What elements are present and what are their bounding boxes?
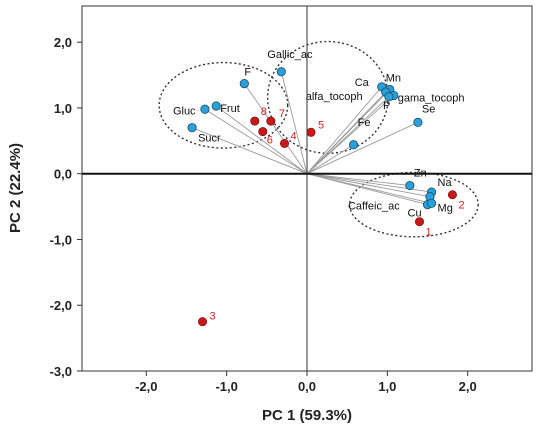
observation-label-7: 7 [279, 108, 285, 120]
variable-label-fe: Fe [358, 117, 371, 129]
loading-line-alfa-tocoph [306, 91, 387, 175]
x-tick-label: 0,0 [298, 379, 316, 394]
axis-ticks: -2,0 -1,0 0,0 1,0 2,0 -3,0 -2,0 -1,0 0,0 1,0 2,0 [50, 35, 477, 394]
variable-label-gallic-ac: Gallic_ac [267, 49, 313, 61]
data-points [187, 67, 457, 327]
variable-label-mn: Mn [386, 73, 401, 85]
point-labels: Gallic_ac F Gluc Frut Sucr Ca Mn alfa_tocoph gam… [173, 49, 465, 323]
cluster-ellipse-1 [158, 61, 289, 149]
observation-point-5 [306, 127, 316, 137]
observation-label-5: 5 [318, 119, 324, 131]
variable-label-sucr: Sucr [198, 133, 221, 145]
observation-point-4 [279, 138, 289, 148]
observation-label-4: 4 [291, 130, 297, 142]
variable-label-gluc: Gluc [173, 105, 196, 117]
y-tick-label: -3,0 [50, 364, 72, 379]
observation-label-2: 2 [458, 200, 464, 212]
x-tick-label: 1,0 [378, 379, 396, 394]
variable-label-cu: Cu [408, 208, 422, 220]
y-tick-label: -1,0 [50, 232, 72, 247]
observation-point-7 [266, 116, 276, 126]
variable-point-frut [211, 101, 221, 111]
cluster-ellipse-3 [348, 171, 479, 238]
loading-line-f [243, 83, 308, 174]
variable-label-frut: Frut [220, 103, 240, 115]
variable-point-gluc [200, 104, 210, 114]
loading-line-frut [215, 105, 308, 175]
variable-label-f: F [244, 67, 251, 79]
observation-point-1 [414, 217, 424, 227]
x-tick-label: -1,0 [215, 379, 237, 394]
variable-label-na: Na [438, 177, 453, 189]
y-tick-label: -2,0 [50, 298, 72, 313]
variable-label-zn: Zn [414, 168, 427, 180]
variable-label-ca: Ca [355, 77, 370, 89]
loading-line-mg [306, 173, 432, 204]
observation-point-6 [258, 127, 268, 137]
y-tick-label: 1,0 [54, 101, 72, 116]
x-axis-title: PC 1 (59.3%) [262, 407, 352, 424]
variable-point-fe [349, 140, 359, 150]
observation-point-3 [198, 317, 208, 327]
y-tick-label: 0,0 [54, 167, 72, 182]
variable-label-se: Se [422, 103, 435, 115]
variable-point-zn [405, 180, 415, 191]
loading-line-caffeic-ac [306, 173, 431, 198]
loading-line-se [306, 121, 419, 175]
observation-label-3: 3 [210, 311, 216, 323]
variable-point-mg [426, 198, 437, 208]
observation-label-8: 8 [261, 106, 267, 118]
loading-line-gallic-ac [280, 71, 308, 174]
variable-label-p: P [383, 100, 390, 112]
variable-point-gallic-ac [276, 67, 286, 77]
observation-label-6: 6 [267, 135, 273, 147]
variable-point-sucr [187, 123, 197, 133]
variable-point-se [413, 117, 423, 128]
loading-line-gluc [204, 108, 308, 175]
loading-line-sucr [191, 127, 308, 175]
variable-point-p [384, 92, 394, 102]
loading-line-fe [306, 144, 354, 175]
observation-point-8 [250, 116, 260, 126]
loading-line-ca [306, 86, 383, 174]
x-tick-label: -2,0 [135, 379, 157, 394]
y-tick-label: 2,0 [54, 35, 72, 50]
variable-label-alfa-tocoph: alfa_tocoph [306, 91, 363, 103]
loading-lines [191, 71, 432, 206]
observation-point-2 [447, 190, 457, 200]
y-axis-title: PC 2 (22.4%) [7, 143, 24, 233]
variable-label-mg: Mg [438, 202, 453, 214]
x-tick-label: 2,0 [459, 379, 477, 394]
loading-line-p [306, 96, 390, 175]
variable-point-f [239, 79, 249, 89]
variable-label-caffeic-ac: Caffeic_ac [348, 201, 400, 213]
variable-label-gama-tocoph: gama_tocoph [398, 92, 465, 104]
observation-label-1: 1 [426, 227, 432, 239]
loading-line-zn [306, 173, 410, 186]
